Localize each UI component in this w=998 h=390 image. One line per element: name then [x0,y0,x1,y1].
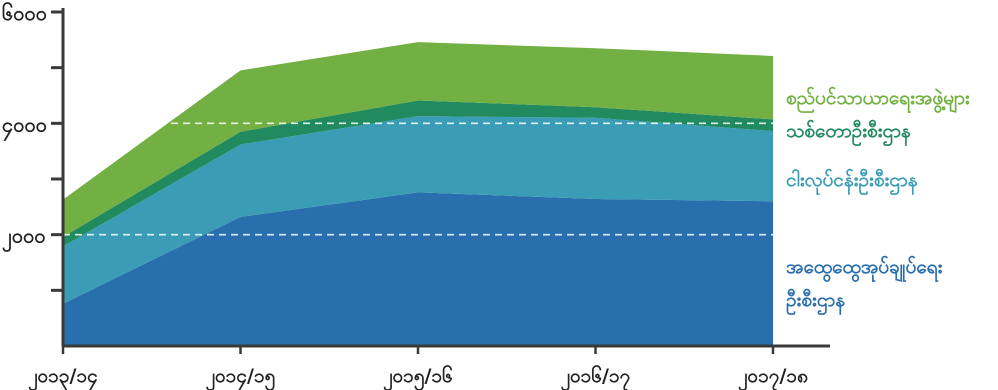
x-tick-label-4: ၂၀၁၆/၁၇ [561,363,631,390]
legend-entry-4: အထွေထွေအုပ်ချုပ်ရေးဦးစီးဌာန [786,254,943,316]
legend-entry-2: သစ်တောဦးစီးဌာန [786,118,911,147]
y-tick-label-1: ၂၀၀၀ [2,224,46,253]
x-tick-label-2: ၂၀၁၄/၁၅ [206,365,276,390]
axes [51,8,830,354]
x-tick-label-3: ၂၀၁၅/၁၆ [383,363,453,390]
area-series-4 [63,42,773,237]
area-layer [63,42,773,346]
x-tick-label-1: ၂၀၁၃/၁၄ [28,365,98,390]
y-tick-label-2: ၄၀၀၀ [2,112,47,141]
legend: စည်ပင်သာယာရေးအဖွဲ့များသစ်တောဦးစီးဌာနငါးလ… [786,85,970,316]
legend-entry-3: ငါးလုပ်ငန်းဦးစီးဌာန [786,167,918,196]
legend-entry-1: စည်ပင်သာယာရေးအဖွဲ့များ [786,85,970,114]
area-series-2 [63,116,773,304]
x-tick-label-5: ၂၀၁၇/၁၈ [738,365,808,390]
y-tick-label-3: ၆၀၀၀ [2,1,47,25]
y-tick-labels: ၂၀၀၀ ၄၀၀၀ ၆၀၀၀ [2,1,47,253]
area-series-1 [63,192,773,346]
area-series-3 [63,100,773,247]
x-tick-labels: ၂၀၁၃/၁၄ ၂၀၁၄/၁၅ ၂၀၁၅/၁၆ ၂၀၁၆/၁၇ ၂၀၁၇/၁၈ [28,363,808,390]
